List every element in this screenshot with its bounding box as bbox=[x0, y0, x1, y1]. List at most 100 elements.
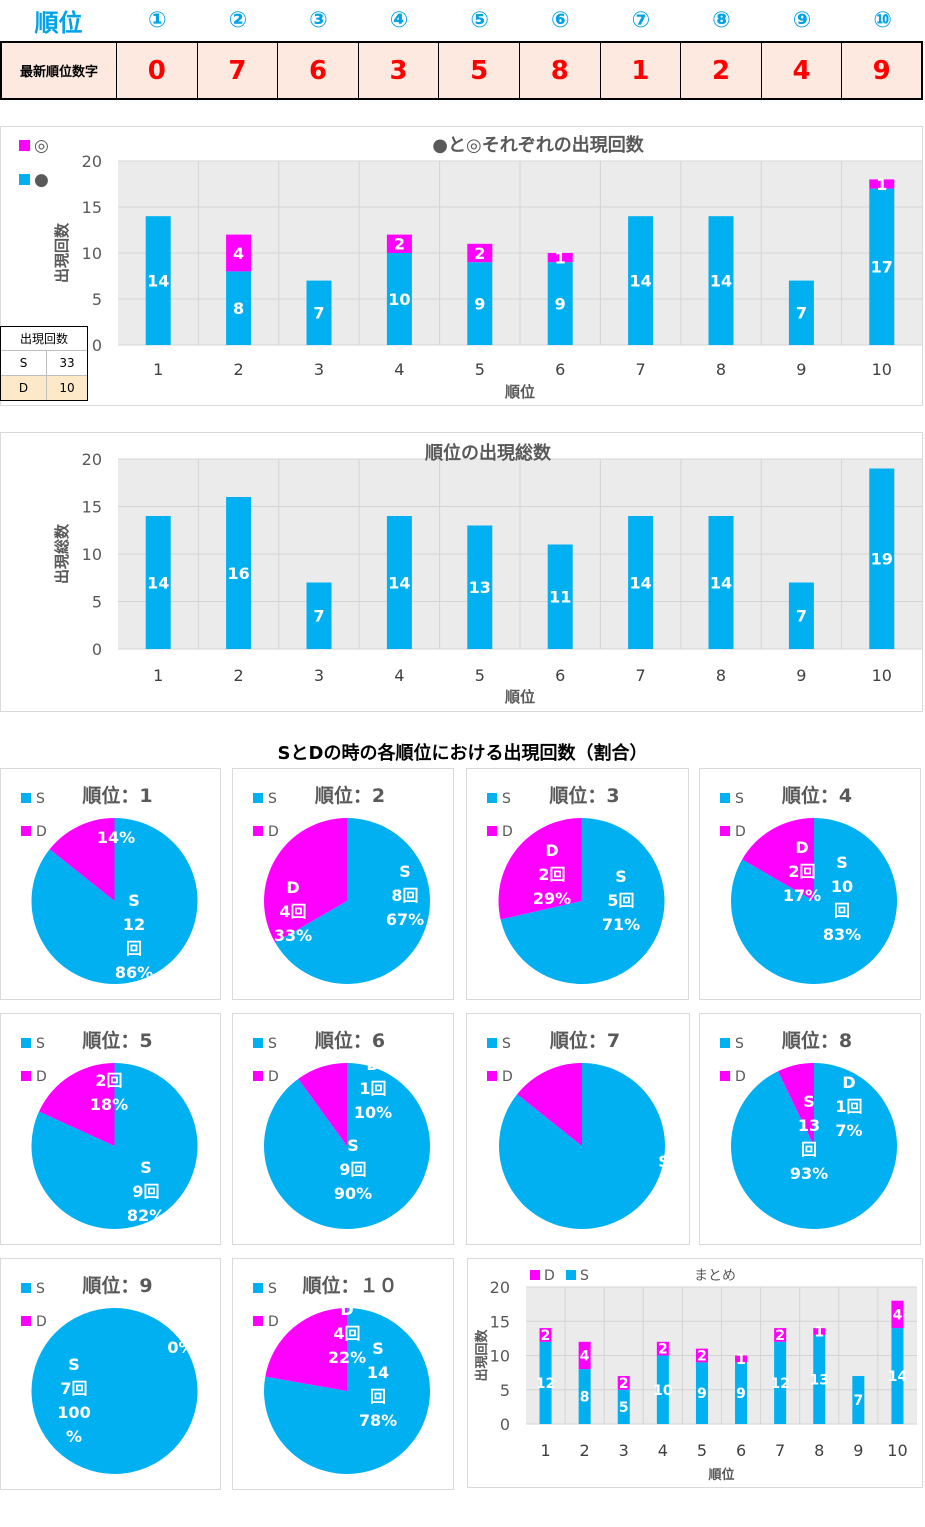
bar-value-label: 10 bbox=[653, 1383, 673, 1399]
bar-primary-10 bbox=[869, 188, 895, 345]
latest-rank-label: 最新順位数字 bbox=[19, 65, 98, 80]
rank-number-10: ⑩ bbox=[873, 7, 892, 33]
pie-label-d: 2回 bbox=[538, 865, 565, 884]
bar-primary-6 bbox=[735, 1362, 748, 1424]
bar-primary-9 bbox=[852, 1376, 865, 1424]
bar-primary-8 bbox=[813, 1334, 826, 1424]
bar-primary-1 bbox=[145, 516, 171, 649]
x-tick-label: 10 bbox=[887, 1441, 907, 1460]
x-tick-label: 9 bbox=[853, 1441, 863, 1460]
x-tick-label: 10 bbox=[872, 666, 892, 685]
pie-label-s: 83% bbox=[823, 925, 861, 944]
bar-primary-7 bbox=[774, 1341, 787, 1424]
pie-slice-d bbox=[264, 818, 347, 943]
bar-secondary-1 bbox=[539, 1328, 552, 1342]
bar-primary-2 bbox=[226, 497, 252, 649]
pie-panel-rank-9: S D 順位：9 S 7回 100% 0 0% bbox=[0, 1258, 221, 1490]
legend-label: S bbox=[735, 1036, 744, 1052]
y-tick-label: 10 bbox=[82, 545, 102, 564]
pie-label-s: S bbox=[372, 1339, 384, 1358]
x-tick-label: 7 bbox=[775, 1441, 785, 1460]
marks-stacked-bar-chart: 0 5 10 15 20 14 1 8 4 2 7 3 10 2 4 9 2 5 9 1 6 14 7 14 8 7 9 17 1 10 ●… bbox=[19, 134, 922, 401]
pie-label-s: 回 bbox=[834, 901, 850, 920]
legend-swatch bbox=[530, 1270, 540, 1280]
legend-label: D bbox=[502, 1069, 513, 1085]
bar-value-label: 4 bbox=[233, 244, 244, 263]
latest-value-text: 4 bbox=[792, 55, 811, 86]
latest-value-9: 4 bbox=[761, 41, 843, 100]
legend-swatch bbox=[720, 793, 730, 803]
bar-value-label: 14 bbox=[888, 1369, 908, 1385]
rank-number-8: ⑧ bbox=[712, 7, 731, 33]
x-tick-label: 5 bbox=[697, 1441, 707, 1460]
pie-label-s: 7回 bbox=[60, 1379, 87, 1398]
summary-stacked-bar-chart: 0 5 10 15 20 12 2 1 8 4 2 5 2 3 10 2 4 9 2 5 9 1 6 12 2 7 13 1 8 7 9 14… bbox=[474, 1268, 917, 1483]
pie-slice-s bbox=[31, 1308, 198, 1474]
pie-label-s: 13 bbox=[798, 1116, 820, 1135]
pie-chart-rank-3: S D 順位：3 S 5回 71% D 2回 29% bbox=[487, 784, 665, 984]
pie-slice-d bbox=[742, 818, 814, 901]
bar-secondary-6 bbox=[547, 253, 573, 263]
bar-secondary-2 bbox=[226, 234, 252, 272]
pie-chart-rank-10: S D 順位：１０ S 14 回 78% D 4回 22% bbox=[253, 1274, 430, 1474]
bar-primary-1 bbox=[539, 1341, 552, 1424]
pie-slice-d bbox=[39, 1063, 115, 1146]
bar-primary-4 bbox=[656, 1355, 669, 1424]
y-tick-label: 20 bbox=[490, 1278, 510, 1297]
chart-panel-marks: 0 5 10 15 20 14 1 8 4 2 7 3 10 2 4 9 2 5 9 1 6 14 7 14 8 7 9 17 1 10 ●… bbox=[0, 126, 923, 406]
bar-value-label: 14 bbox=[710, 271, 732, 290]
pie-title: 順位：9 bbox=[82, 1274, 152, 1297]
count-table-s-value: 33 bbox=[47, 351, 87, 376]
pie-label-d: D bbox=[286, 878, 299, 897]
legend-swatch bbox=[21, 1283, 31, 1293]
bar-secondary-5 bbox=[467, 243, 493, 263]
bar-primary-1 bbox=[145, 216, 171, 345]
legend-label: S bbox=[268, 1036, 277, 1052]
y-axis-label: 出現総数 bbox=[53, 523, 71, 584]
pie-panel-rank-6: S D 順位：6 S 9回 90% D 1回 10% bbox=[232, 1013, 454, 1245]
pie-label-s: 回 bbox=[126, 939, 142, 958]
y-tick-label: 20 bbox=[82, 152, 102, 171]
rank-number-6: ⑥ bbox=[550, 7, 570, 33]
pie-label-s: 回 bbox=[801, 1140, 817, 1159]
pie-chart-rank-4: S D 順位：4 S 10 回 83% D 2回 17% bbox=[720, 784, 897, 984]
pie-title: 順位：4 bbox=[782, 784, 852, 807]
legend-swatch bbox=[21, 1038, 31, 1048]
legend-label: D bbox=[544, 1268, 555, 1284]
latest-value-4: 3 bbox=[358, 41, 440, 100]
pie-label-d: 17% bbox=[783, 886, 821, 905]
pie-label-d: 4回 bbox=[279, 902, 306, 921]
pie-label-s: S bbox=[68, 1355, 80, 1374]
bar-value-label: 13 bbox=[469, 578, 491, 597]
rank-number-2: ② bbox=[228, 7, 248, 33]
pie-label-d: D bbox=[340, 1300, 353, 1319]
bar-value-label: 13 bbox=[810, 1373, 829, 1389]
pie-label-s: S bbox=[615, 867, 627, 886]
count-table-header: 出現回数 bbox=[1, 327, 87, 351]
rank-number-4: ④ bbox=[389, 7, 409, 33]
x-tick-label: 3 bbox=[314, 360, 324, 379]
latest-value-6: 8 bbox=[520, 41, 601, 100]
pie-label-s: S bbox=[658, 1152, 670, 1171]
x-tick-label: 6 bbox=[736, 1441, 746, 1460]
latest-value-text: 5 bbox=[470, 55, 489, 86]
x-tick-label: 9 bbox=[796, 666, 806, 685]
x-tick-label: 9 bbox=[796, 360, 806, 379]
bar-value-label: 4 bbox=[893, 1307, 903, 1323]
rank-number-5: ⑤ bbox=[470, 7, 489, 33]
rank-number-3: ③ bbox=[309, 7, 328, 33]
pie-title: 順位：8 bbox=[782, 1029, 852, 1052]
bar-value-label: 9 bbox=[697, 1386, 707, 1402]
pie-panel-rank-2: S D 順位：2 S 8回 67% D 4回 33% bbox=[232, 768, 454, 1000]
pie-label-s: % bbox=[66, 1427, 82, 1446]
pie-label-s: 78% bbox=[359, 1411, 397, 1430]
bar-primary-3 bbox=[306, 280, 332, 345]
legend-label: S bbox=[580, 1268, 589, 1284]
x-tick-label: 7 bbox=[636, 360, 646, 379]
bar-value-label: 12 bbox=[770, 1376, 789, 1392]
bar-value-label: 2 bbox=[658, 1342, 668, 1358]
pie-label-s: 9回 bbox=[339, 1160, 366, 1179]
bar-primary-6 bbox=[547, 544, 573, 649]
pie-chart-rank-1: S D 順位：1 S 12 回 86% 14% bbox=[21, 784, 198, 984]
latest-value-2: 7 bbox=[197, 41, 279, 100]
